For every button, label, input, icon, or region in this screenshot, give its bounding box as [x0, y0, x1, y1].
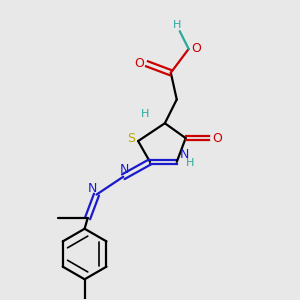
Text: O: O: [135, 57, 145, 70]
Text: O: O: [191, 42, 201, 56]
Text: N: N: [179, 148, 189, 161]
Text: H: H: [186, 158, 194, 168]
Text: H: H: [141, 109, 150, 119]
Text: N: N: [87, 182, 97, 195]
Text: H: H: [172, 20, 181, 30]
Text: S: S: [127, 132, 135, 145]
Text: N: N: [120, 163, 129, 176]
Text: O: O: [212, 132, 222, 145]
